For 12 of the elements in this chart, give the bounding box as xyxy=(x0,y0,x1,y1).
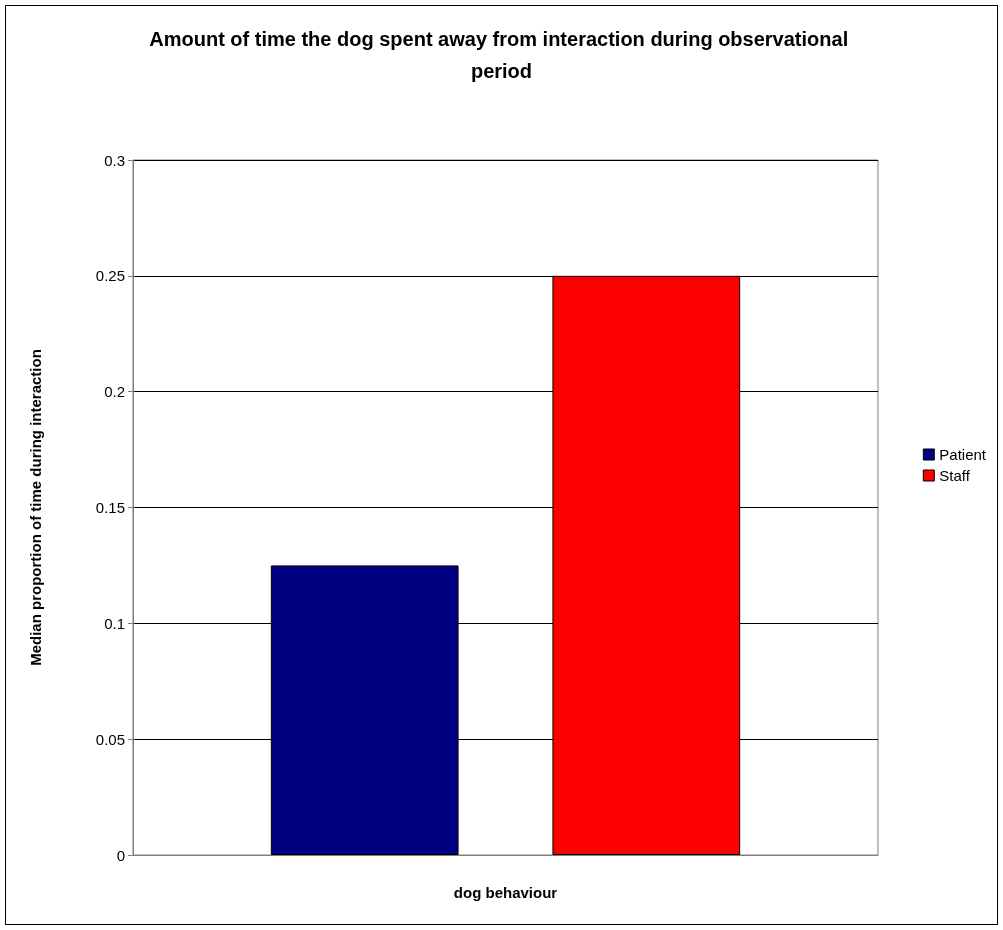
legend-label: Patient xyxy=(939,446,987,463)
y-tick-label: 0.2 xyxy=(104,383,125,401)
y-tick-label: 0.15 xyxy=(95,499,125,516)
x-axis-title: dog behaviour xyxy=(453,884,558,901)
legend-label: Staff xyxy=(939,467,971,484)
y-tick-label: 0.25 xyxy=(95,267,125,285)
y-axis-title: Median proportion of time during interaction xyxy=(27,349,44,666)
y-tick-label: 0.1 xyxy=(104,614,125,632)
y-tick-label: 0 xyxy=(116,846,125,864)
y-tick-label: 0.3 xyxy=(104,151,125,169)
chart-title: Amount of time the dog spent away from interaction during observational period xyxy=(149,28,854,82)
y-tick-label: 0.05 xyxy=(95,730,125,748)
